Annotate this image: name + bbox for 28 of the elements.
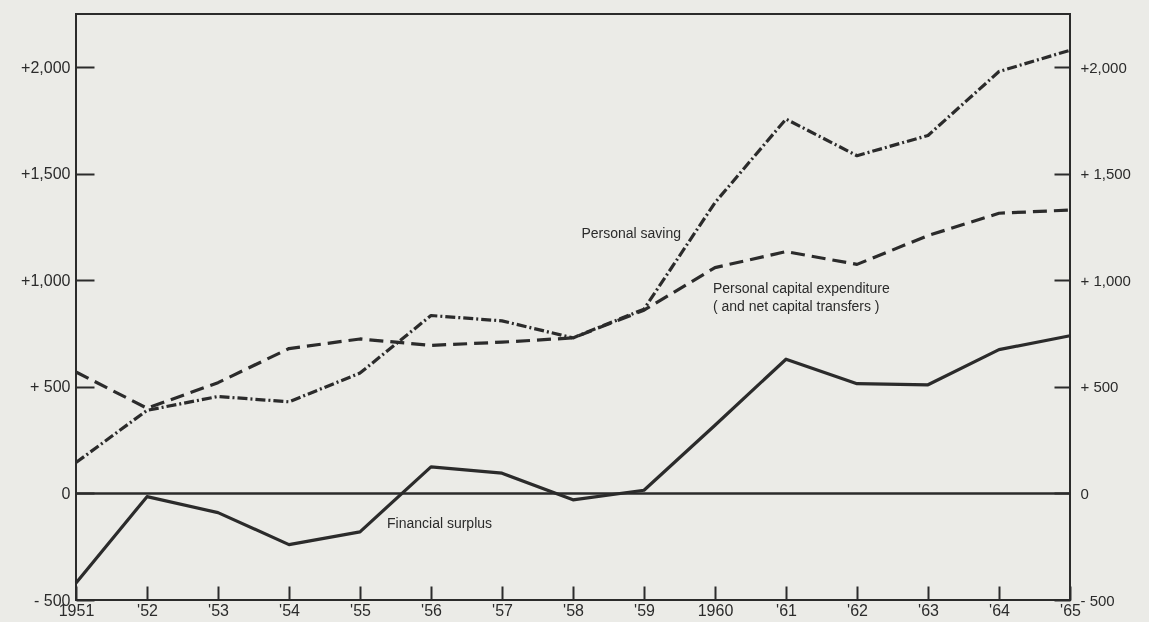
- y-tick-label: + 500: [30, 378, 71, 396]
- y2-tick-label: - 500: [1080, 591, 1115, 609]
- x-tick-label: '62: [847, 601, 869, 619]
- x-tick-label: '61: [776, 601, 798, 619]
- y2-tick-label: + 1,000: [1080, 271, 1131, 289]
- x-tick-label: '55: [350, 601, 372, 619]
- series-label: Financial surplus: [387, 514, 493, 531]
- y-tick-label: 0: [61, 484, 71, 502]
- x-tick-label: '65: [1060, 601, 1082, 619]
- x-tick-label: '53: [208, 601, 230, 619]
- x-tick-label: '63: [918, 601, 940, 619]
- x-tick-label: '52: [137, 601, 159, 619]
- y-tick-label: +1,500: [21, 165, 71, 183]
- y2-tick-label: +2,000: [1080, 58, 1127, 76]
- series-label: Personal capital expenditure ( and net capital transfers ): [713, 279, 890, 314]
- x-tick-label: 1960: [697, 601, 734, 619]
- x-tick-label: '57: [492, 601, 514, 619]
- x-tick-label: '58: [563, 601, 585, 619]
- x-tick-label: '64: [989, 601, 1011, 619]
- y2-tick-label: + 1,500: [1080, 165, 1131, 183]
- x-tick-label: '59: [634, 601, 656, 619]
- y-tick-label: +2,000: [21, 58, 71, 76]
- y2-tick-label: + 500: [1080, 378, 1119, 396]
- series-label: Personal saving: [581, 224, 681, 241]
- x-tick-label: '54: [279, 601, 301, 619]
- y2-tick-label: 0: [1080, 484, 1089, 502]
- y-tick-label: +1,000: [21, 271, 71, 289]
- x-tick-label: '56: [421, 601, 443, 619]
